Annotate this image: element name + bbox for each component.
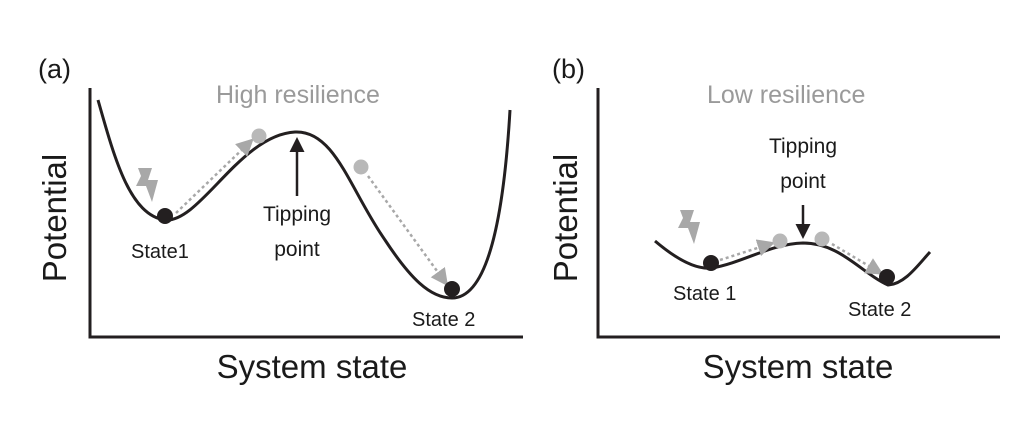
panel-a-y-axis-label: Potential [36, 154, 73, 282]
panel-b: (b) Low resilience Tipping point State 1… [547, 54, 1000, 385]
panel-b-x-axis-label: System state [703, 348, 894, 385]
panel-b-title: Low resilience [707, 81, 865, 109]
panel-a-tag: (a) [38, 54, 71, 84]
panel-a-tipping-label-1: Tipping [263, 203, 331, 226]
panel-a-state1-label: State1 [131, 241, 189, 263]
panel-a-arrow-down [366, 175, 449, 287]
panel-b-y-axis-label: Potential [547, 154, 584, 282]
panel-a: (a) High resilience Tipping point State1… [36, 54, 523, 385]
panel-b-tipping-label-2: point [780, 170, 826, 193]
panel-a-tipping-label-2: point [274, 238, 320, 261]
panel-b-arrow-up [719, 239, 776, 262]
panel-b-ball-gray-2 [814, 231, 830, 247]
panel-a-ball-state2 [444, 281, 460, 297]
panel-b-tipping-label-1: Tipping [769, 135, 837, 158]
panel-a-state2-label: State 2 [412, 309, 475, 331]
panel-b-arrow-down [831, 242, 884, 275]
panel-a-potential-curve [96, 99, 512, 300]
panel-a-ball-gray-1 [251, 128, 267, 144]
panel-a-arrow-up [175, 138, 254, 214]
panel-a-axes [88, 88, 523, 339]
panel-b-lightning-icon [678, 210, 700, 244]
panel-a-title: High resilience [216, 81, 380, 109]
panel-b-tag: (b) [552, 54, 585, 84]
panel-b-ball-state1 [703, 255, 719, 271]
panel-b-ball-state2 [879, 269, 895, 285]
panel-b-state1-label: State 1 [673, 283, 736, 305]
panel-b-ball-gray-1 [772, 233, 788, 249]
panel-a-ball-state1 [157, 208, 173, 224]
panel-a-ball-gray-2 [353, 159, 369, 175]
panel-b-axes [596, 88, 1000, 339]
panel-a-lightning-icon [136, 168, 158, 202]
panel-b-potential-curve [654, 239, 932, 287]
panel-a-x-axis-label: System state [217, 348, 408, 385]
panel-b-state2-label: State 2 [848, 299, 911, 321]
